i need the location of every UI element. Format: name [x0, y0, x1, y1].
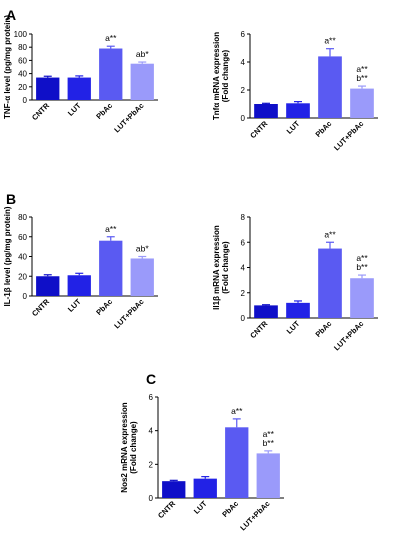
bar-pbac: [318, 248, 342, 318]
bar-pbac: [99, 48, 123, 100]
significance-label: b**: [356, 73, 368, 83]
y-tick-label: 60: [18, 56, 27, 65]
significance-label: b**: [263, 438, 275, 448]
x-tick-label: LUT: [66, 297, 83, 314]
x-tick-label: PbAc: [220, 499, 240, 519]
bar-cntr: [36, 77, 60, 100]
chart-3: 0 20 40 60 80 IL-1β level (pg/mg protein) CNTR…: [3, 206, 158, 330]
bar-lut: [67, 77, 91, 100]
x-tick-label: LUT: [192, 499, 209, 516]
panel-letter-a: A: [6, 7, 16, 23]
chart-4: 0 2 4 6 8 Il1β mRNA expression (Fold change) CN…: [212, 213, 378, 352]
significance-label: a**: [263, 429, 275, 439]
x-tick-label: CNTR: [30, 101, 52, 123]
x-tick-label: LUT+PbAc: [112, 101, 145, 134]
x-tick-label: LUT: [285, 319, 302, 336]
y-axis-label: Nos2 mRNA expression: [120, 402, 129, 493]
y-tick-label: 80: [18, 43, 27, 52]
x-tick-label: LUT+PbAc: [238, 499, 271, 532]
y-tick-label: 100: [14, 30, 28, 39]
significance-label: a**: [105, 224, 117, 234]
bar-lut-pbac: [130, 258, 154, 296]
y-axis-label: (Fold change): [221, 241, 230, 294]
bar-pbac: [225, 427, 249, 498]
y-tick-label: 0: [241, 114, 246, 123]
significance-label: a**: [324, 36, 336, 46]
x-tick-label: LUT+PbAc: [332, 319, 365, 352]
y-tick-label: 0: [23, 96, 28, 105]
bar-lut: [193, 478, 217, 498]
x-tick-label: PbAc: [313, 319, 333, 339]
y-tick-label: 0: [149, 494, 154, 503]
y-axis-label: (Fold change): [221, 49, 230, 102]
y-tick-label: 80: [18, 213, 27, 222]
significance-label: a**: [356, 253, 368, 263]
y-tick-label: 0: [241, 314, 246, 323]
bar-pbac: [99, 240, 123, 296]
bar-cntr: [162, 481, 186, 498]
x-tick-label: LUT: [66, 101, 83, 118]
y-tick-label: 20: [18, 83, 27, 92]
bar-lut-pbac: [350, 278, 374, 318]
y-axis-label: Il1β mRNA expression: [212, 225, 221, 310]
y-tick-label: 20: [18, 272, 27, 281]
y-tick-label: 2: [241, 289, 246, 298]
y-tick-label: 60: [18, 233, 27, 242]
bar-lut-pbac: [130, 63, 154, 100]
significance-label: a**: [324, 229, 336, 239]
y-tick-label: 6: [241, 30, 246, 39]
y-axis-label: Tnfα mRNA expression: [212, 32, 221, 120]
x-tick-label: LUT: [285, 119, 302, 136]
y-tick-label: 4: [149, 427, 154, 436]
x-tick-label: CNTR: [248, 319, 270, 341]
bar-lut: [286, 103, 310, 118]
x-tick-label: CNTR: [156, 499, 178, 521]
y-tick-label: 4: [241, 264, 246, 273]
y-tick-label: 40: [18, 253, 27, 262]
significance-label: ab*: [136, 49, 149, 59]
x-tick-label: PbAc: [94, 297, 114, 317]
significance-label: a**: [356, 64, 368, 74]
bar-lut: [67, 275, 91, 296]
y-tick-label: 2: [149, 460, 154, 469]
bar-cntr: [254, 305, 278, 318]
y-tick-label: 6: [149, 393, 154, 402]
x-tick-label: PbAc: [313, 119, 333, 139]
significance-label: a**: [231, 406, 243, 416]
bar-lut-pbac: [350, 88, 374, 118]
y-axis-label: (Fold change): [129, 421, 138, 474]
bar-cntr: [36, 276, 60, 296]
chart-5: 0 2 4 6 Nos2 mRNA expression (Fold change) CNT…: [120, 393, 284, 532]
x-tick-label: CNTR: [30, 297, 52, 319]
x-tick-label: PbAc: [94, 101, 114, 121]
significance-label: a**: [105, 33, 117, 43]
y-axis-label: IL-1β level (pg/mg protein): [3, 206, 12, 306]
panel-letter-c: C: [146, 371, 156, 387]
x-tick-label: LUT+PbAc: [112, 297, 145, 330]
y-tick-label: 6: [241, 238, 246, 247]
bar-lut: [286, 302, 310, 318]
x-tick-label: LUT+PbAc: [332, 119, 365, 152]
bar-cntr: [254, 104, 278, 118]
y-tick-label: 4: [241, 58, 246, 67]
significance-label: ab*: [136, 244, 149, 254]
y-tick-label: 8: [241, 213, 246, 222]
y-tick-label: 0: [23, 292, 28, 301]
x-tick-label: CNTR: [248, 119, 270, 141]
chart-2: 0 2 4 6 Tnfα mRNA expression (Fold change) CNT…: [212, 30, 378, 152]
bar-lut-pbac: [256, 453, 280, 498]
significance-label: b**: [356, 262, 368, 272]
panel-letter-b: B: [6, 191, 16, 207]
y-axis-label: TNF-α level (pg/mg protein): [3, 15, 12, 119]
bar-pbac: [318, 56, 342, 118]
y-tick-label: 2: [241, 86, 246, 95]
y-tick-label: 40: [18, 70, 27, 79]
